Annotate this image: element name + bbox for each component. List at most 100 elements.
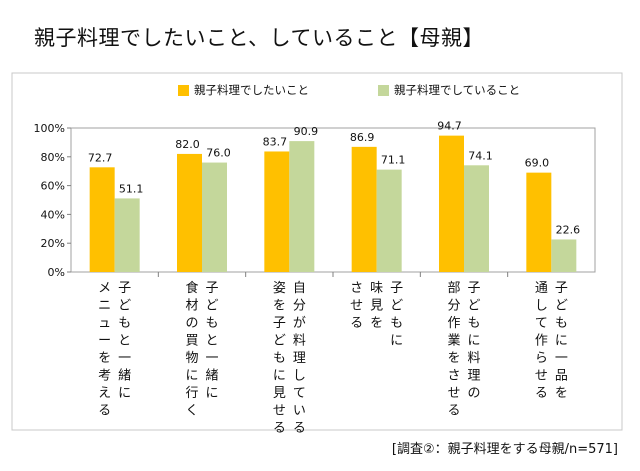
category-label-char: せ: [350, 299, 363, 314]
category-label-char: 作: [447, 316, 460, 331]
bar-series-1: [526, 172, 552, 272]
category-label-char: 緒: [205, 369, 218, 384]
category-label-char: 材: [185, 299, 198, 314]
legend: 親子料理でしたいこと 親子料理でしていること: [0, 82, 640, 104]
y-tick-label: 100%: [34, 122, 65, 135]
category-label-char: し: [535, 299, 548, 314]
data-label-series-2: 76.0: [206, 147, 231, 160]
category-label-char: 品: [555, 369, 568, 384]
category-label-char: 料: [293, 334, 306, 349]
category-label-char: せ: [535, 369, 548, 384]
category-label-char: る: [535, 386, 548, 401]
category-label-char: ニ: [98, 299, 111, 314]
y-tick-label: 80%: [41, 151, 65, 164]
category-label-char: し: [293, 369, 306, 384]
category-label-char: 作: [535, 334, 548, 349]
category-label-char: ど: [205, 299, 218, 314]
category-label-char: 子: [273, 316, 286, 331]
category-label-char: の: [185, 316, 198, 331]
category-label-char: 一: [205, 351, 218, 366]
category-label-char: ど: [118, 299, 131, 314]
category-label-char: ュ: [98, 316, 111, 331]
data-label-series-1: 83.7: [263, 135, 288, 148]
category-label-char: 子: [467, 281, 480, 296]
category-label-char: と: [205, 334, 218, 349]
category-label-char: 考: [98, 369, 111, 384]
category-label-char: 子: [390, 281, 403, 296]
plot-area: [70, 127, 596, 273]
source-note: [調査②：親子料理をする母親/n=571]: [391, 442, 618, 457]
category-label-char: 見: [370, 299, 383, 314]
category-label-char: る: [350, 316, 363, 331]
category-label-char: 理: [467, 369, 480, 384]
category-label-char: 子: [555, 281, 568, 296]
category-label-char: 姿: [273, 280, 286, 296]
category-label-char: 理: [293, 351, 306, 366]
category-label-char: 見: [273, 386, 286, 401]
legend-item-series-2: 親子料理でしていること: [378, 82, 520, 98]
legend-swatch-series-2: [378, 84, 389, 96]
category-label-char: も: [205, 316, 218, 331]
category-label-char: が: [293, 316, 306, 331]
category-label-char: 通: [535, 281, 548, 296]
bar-series-2: [464, 165, 489, 272]
category-label-char: て: [293, 386, 306, 401]
category-label-char: さ: [350, 281, 363, 296]
category-label-char: ど: [467, 299, 480, 314]
category-label-char: も: [118, 316, 131, 331]
data-label-series-2: 22.6: [556, 223, 581, 236]
category-label-char: 分: [447, 299, 460, 314]
data-label-series-2: 74.1: [468, 149, 493, 162]
category-label-char: い: [293, 404, 306, 419]
data-label-series-1: 82.0: [175, 138, 200, 151]
category-label-char: る: [293, 421, 306, 436]
category-label-char: 一: [118, 351, 131, 366]
category-label-char: 分: [293, 299, 306, 314]
category-label-char: る: [273, 421, 286, 436]
category-label-char: に: [390, 334, 403, 349]
category-label-char: に: [555, 334, 568, 349]
bar-series-2: [114, 198, 140, 272]
data-label-series-2: 90.9: [294, 125, 319, 138]
category-label-char: に: [185, 369, 198, 384]
category-label-char: ど: [555, 299, 568, 314]
category-label-char: 物: [185, 351, 198, 366]
bar-series-2: [376, 169, 402, 272]
category-label-char: 自: [293, 281, 306, 296]
category-label-char: も: [390, 316, 403, 331]
category-label-char: 部: [447, 281, 460, 296]
category-label-char: も: [555, 316, 568, 331]
y-tick-label: 0%: [48, 266, 65, 279]
category-label-char: ー: [98, 334, 111, 349]
category-label-char: さ: [447, 369, 460, 384]
category-label-char: 子: [205, 281, 218, 296]
category-label-char: 行: [185, 386, 198, 401]
data-label-series-1: 86.9: [350, 131, 375, 144]
legend-item-series-1: 親子料理でしたいこと: [178, 82, 309, 98]
legend-swatch-series-1: [178, 84, 189, 96]
y-tick-label: 40%: [41, 208, 65, 221]
bar-series-1: [177, 153, 202, 272]
legend-label-series-1: 親子料理でしたいこと: [194, 83, 309, 97]
category-label-char: え: [98, 386, 111, 401]
category-label-char: せ: [273, 404, 286, 419]
category-label-char: も: [467, 316, 480, 331]
category-label-char: て: [535, 316, 548, 331]
category-label-char: 買: [185, 334, 198, 349]
category-label-char: を: [447, 351, 460, 366]
data-label-series-2: 51.1: [119, 182, 144, 195]
data-label-series-1: 94.7: [437, 120, 462, 133]
bar-series-2: [551, 239, 577, 272]
chart-title: 親子料理でしたいこと、していること【母親】: [34, 26, 485, 50]
category-label-char: る: [98, 404, 111, 419]
chart-frame: [11, 72, 623, 431]
category-label-char: 業: [447, 333, 460, 349]
bar-series-1: [89, 167, 115, 272]
category-label-char: 一: [555, 351, 568, 366]
bar-series-1: [351, 146, 377, 272]
category-label-char: の: [467, 386, 480, 401]
bar-series-2: [289, 141, 315, 272]
category-label-char: と: [118, 334, 131, 349]
data-label-series-1: 69.0: [525, 157, 550, 170]
